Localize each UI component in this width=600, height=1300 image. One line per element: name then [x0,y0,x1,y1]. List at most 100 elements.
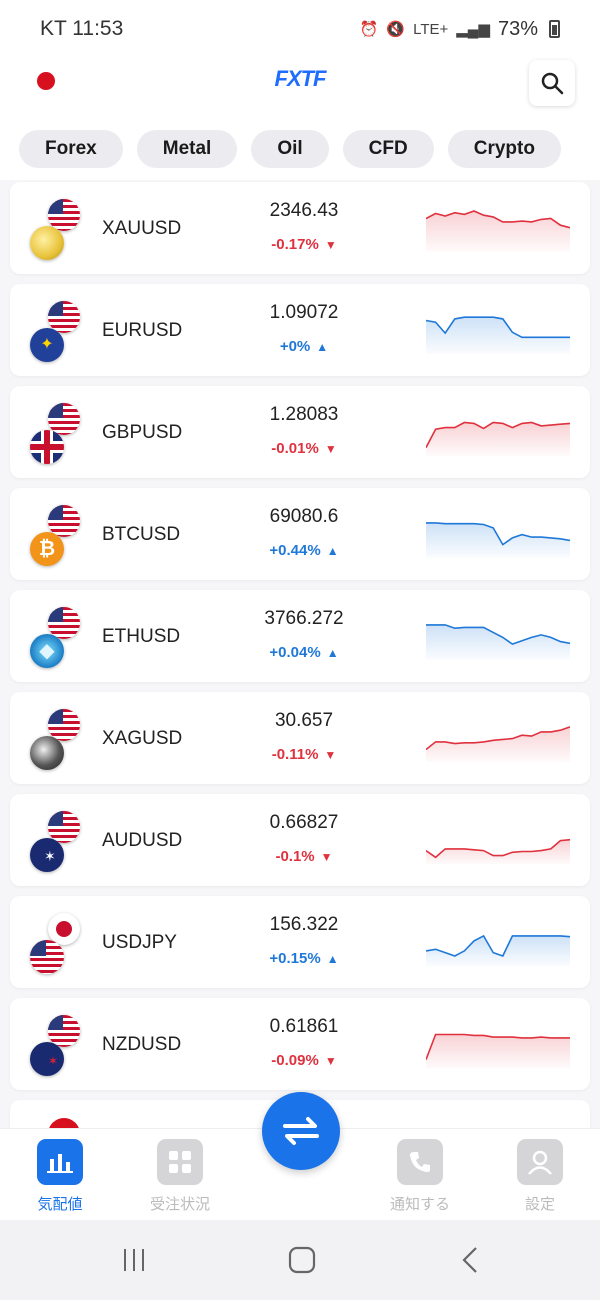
sparkline-chart [426,210,570,252]
tab-crypto[interactable]: Crypto [447,130,561,168]
japan-flag-icon[interactable] [37,72,55,90]
sparkline-line [426,726,570,751]
nav-notifications[interactable]: 通知する [370,1139,470,1214]
quote-row-gbpusd[interactable]: GBPUSD 1.28083 -0.01% ▼ [10,386,590,478]
quote-price: 1.28083 [269,404,339,425]
phone-icon [397,1139,443,1185]
triangle-down-icon: ▼ [320,850,333,864]
sparkline-area [426,1034,570,1068]
sparkline-chart [426,934,570,966]
back-button[interactable] [450,1240,490,1280]
quote-row-btcusd[interactable]: ₿ BTCUSD 69080.6 +0.44% ▲ [10,488,590,580]
quote-symbol: XAUUSD [102,218,182,239]
jp-flag-icon [48,913,80,945]
quote-row-ethusd[interactable]: ◆ ETHUSD 3766.272 +0.04% ▲ [10,590,590,682]
quote-change: -0.01% ▼ [210,440,398,457]
pair-flags: ₿ [30,498,90,568]
quote-price: 2346.43 [269,200,339,221]
us-flag-icon [48,1015,80,1047]
quote-list: XAUUSD 2346.43 -0.17% ▼ EURUSD 1.09072 +0% ▲ GBP… [0,178,600,1128]
quote-row-xauusd[interactable]: XAUUSD 2346.43 -0.17% ▼ [10,182,590,274]
us-flag-icon [30,940,64,974]
sparkline-chart [426,1033,570,1068]
triangle-down-icon: ▼ [324,442,337,456]
sparkline-chart [426,522,570,558]
sparkline-area [426,211,570,252]
quote-symbol: XAGUSD [102,728,183,749]
battery-percent: 73% [497,17,538,40]
quote-row-eurusd[interactable]: EURUSD 1.09072 +0% ▲ [10,284,590,376]
quote-price: 30.657 [274,710,334,731]
us-flag-icon [48,301,80,333]
triangle-down-icon: ▼ [324,1054,337,1068]
triangle-up-icon: ▲ [316,340,329,354]
quote-change-value: -0.1% [275,848,315,865]
quote-price: 1.09072 [269,302,339,323]
nav-notifications-label: 通知する [389,1195,450,1213]
quote-change: -0.09% ▼ [210,1052,398,1069]
flag-icon [48,1118,80,1128]
recent-apps-icon [124,1249,144,1271]
tab-oil[interactable]: Oil [251,130,329,168]
pair-flags [30,804,90,874]
app-logo: FXTF [274,66,327,91]
gb-flag-icon [30,430,64,464]
quote-price: 0.66827 [269,812,339,833]
sparkline-chart [426,316,570,354]
status-bar: KT 11:53 ⏰ 🔇 LTE+ ▂▄▆ 73% [0,0,600,58]
sparkline-line [426,210,570,229]
sparkline-line [426,624,570,645]
pair-flags [30,396,90,466]
trade-fab-button[interactable] [262,1092,340,1170]
sparkline-area [426,839,570,864]
nav-settings[interactable]: 設定 [490,1139,590,1214]
sparkline-chart [426,624,570,660]
status-icons: ⏰ 🔇 LTE+ ▂▄▆ 73% [360,18,560,41]
us-flag-icon [48,403,80,435]
tab-cfd[interactable]: CFD [342,130,434,168]
quote-price: 69080.6 [269,506,339,527]
triangle-up-icon: ▲ [326,952,339,966]
mute-icon: 🔇 [386,21,406,38]
nav-quotes[interactable]: 気配値 [10,1139,110,1214]
pair-flags [30,702,90,772]
quote-symbol: NZDUSD [102,1034,182,1055]
swap-arrows-icon [283,1117,319,1145]
pair-flags [30,294,90,364]
bitcoin-icon: ₿ [30,532,64,566]
quote-symbol: AUDUSD [102,830,183,851]
sparkline-area [426,422,570,456]
quote-row-xagusd[interactable]: XAGUSD 30.657 -0.11% ▼ [10,692,590,784]
quote-row-usdjpy[interactable]: USDJPY 156.322 +0.15% ▲ [10,896,590,988]
back-icon [462,1247,477,1273]
quote-price: 3766.272 [264,608,344,629]
user-icon [517,1139,563,1185]
triangle-up-icon: ▲ [326,544,339,558]
battery-icon [549,20,560,38]
quote-row-audusd[interactable]: AUDUSD 0.66827 -0.1% ▼ [10,794,590,886]
quote-change: -0.17% ▼ [210,236,398,253]
network-label: LTE+ [413,20,449,38]
sparkline-line [426,1033,570,1060]
triangle-down-icon: ▼ [324,238,337,252]
nav-orders-label: 受注状況 [149,1195,210,1213]
pair-flags: ◆ [30,600,90,670]
quote-price: 156.322 [269,914,339,935]
sparkline-chart [426,726,570,762]
gold-icon [30,226,64,260]
sparkline-area [426,317,570,354]
tab-forex[interactable]: Forex [19,130,123,168]
quote-change: -0.11% ▼ [210,746,398,763]
sparkline-line [426,934,570,957]
search-button[interactable] [529,60,575,106]
quote-change-value: -0.09% [271,1052,319,1069]
nav-orders[interactable]: 受注状況 [130,1139,230,1214]
recent-apps-button[interactable] [114,1240,154,1280]
home-button[interactable] [282,1240,322,1280]
sparkline-area [426,522,570,558]
app-header: FXTF [0,58,600,118]
quote-change-value: -0.17% [271,236,319,253]
quote-row-nzdusd[interactable]: NZDUSD 0.61861 -0.09% ▼ [10,998,590,1090]
us-flag-icon [48,607,80,639]
tab-metal[interactable]: Metal [136,130,238,168]
